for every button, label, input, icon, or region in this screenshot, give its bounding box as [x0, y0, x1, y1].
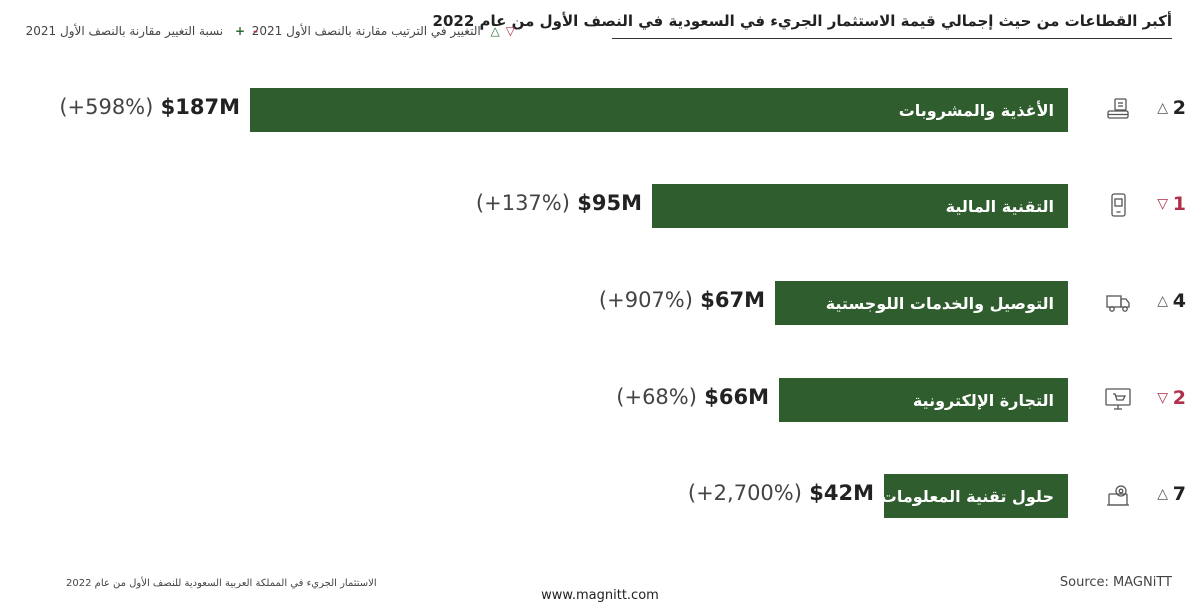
amount-label: $95M	[569, 191, 642, 215]
pct-change-label: (+137%)	[475, 191, 570, 215]
bar-category-label: التقنية المالية	[945, 196, 1054, 216]
food-beverage-icon	[1104, 95, 1132, 123]
rank-up-icon: △	[1157, 293, 1168, 309]
rank-label: 1	[1172, 193, 1186, 215]
ecommerce-icon	[1104, 385, 1132, 413]
amount-label: $42M	[801, 481, 874, 505]
rank-down-icon: ▽	[1157, 390, 1168, 406]
bar-category-label: التجارة الإلكترونية	[912, 390, 1054, 410]
chart-row: التجارة الإلكترونية (+68%) $66M ▽ 2	[0, 377, 1200, 423]
bar: حلول تقنية المعلومات	[880, 474, 1068, 518]
rank-label: 2	[1172, 97, 1186, 119]
bar-category-label: حلول تقنية المعلومات	[880, 486, 1054, 506]
it-solutions-icon	[1104, 481, 1132, 509]
delivery-truck-icon	[1104, 288, 1132, 316]
rank-down-legend-icon: ▽	[505, 24, 515, 38]
rank-down-icon: ▽	[1157, 196, 1168, 212]
legend-pct-change: -+ نسبة التغيير مقارنة بالنصف الأول 2021	[25, 24, 258, 38]
amount-label: $67M	[692, 288, 765, 312]
pct-change-label: (+2,700%)	[687, 481, 802, 505]
legend-rank-change: ▽ △ التغيير في الترتيب مقارنة بالنصف الأو…	[252, 24, 515, 38]
chart-row: حلول تقنية المعلومات (+2,700%) $42M △ 7	[0, 473, 1200, 519]
chart-row: الأغذية والمشروبات (+598%) $187M △ 2	[0, 87, 1200, 133]
chart-row: التوصيل والخدمات اللوجستية (+907%) $67M △ 4	[0, 280, 1200, 326]
minus-legend-icon: -	[253, 24, 258, 38]
pct-change-label: (+598%)	[59, 95, 154, 119]
bar-value-label: (+137%) $95M	[476, 191, 642, 215]
bar-value-label: (+598%) $187M	[59, 95, 240, 119]
plus-legend-icon: +	[234, 24, 246, 38]
legend-rank-label: التغيير في الترتيب مقارنة بالنصف الأول 2…	[251, 24, 481, 38]
bar: التجارة الإلكترونية	[779, 378, 1068, 422]
pct-change-label: (+68%)	[616, 385, 697, 409]
bar-value-label: (+907%) $67M	[599, 288, 765, 312]
source-note: Source: MAGNiTT	[1059, 575, 1172, 590]
fintech-icon	[1104, 191, 1132, 219]
amount-label: $66M	[696, 385, 769, 409]
rank-label: 4	[1172, 290, 1186, 312]
rank-up-icon: △	[1157, 100, 1168, 116]
report-footer: الاستثمار الجريء في المملكة العربية السع…	[66, 578, 377, 589]
bar-value-label: (+68%) $66M	[616, 385, 769, 409]
bar-value-label: (+2,700%) $42M	[688, 481, 874, 505]
pct-change-label: (+907%)	[598, 288, 693, 312]
website-url: www.magnitt.com	[541, 588, 659, 603]
chart-title: أكبر القطاعات من حيث إجمالي قيمة الاستثم…	[433, 12, 1172, 39]
chart-row: التقنية المالية (+137%) $95M ▽ 1	[0, 183, 1200, 229]
rank-up-legend-icon: △	[490, 24, 500, 38]
rank-up-icon: △	[1157, 486, 1168, 502]
bar: التقنية المالية	[652, 184, 1068, 228]
rank-label: 7	[1172, 483, 1186, 505]
legend-pct-label: نسبة التغيير مقارنة بالنصف الأول 2021	[25, 24, 224, 38]
bar: الأغذية والمشروبات	[250, 88, 1068, 132]
bar: التوصيل والخدمات اللوجستية	[775, 281, 1068, 325]
bar-category-label: الأغذية والمشروبات	[898, 100, 1054, 120]
bar-category-label: التوصيل والخدمات اللوجستية	[825, 293, 1054, 313]
rank-label: 2	[1172, 387, 1186, 409]
amount-label: $187M	[153, 95, 240, 119]
